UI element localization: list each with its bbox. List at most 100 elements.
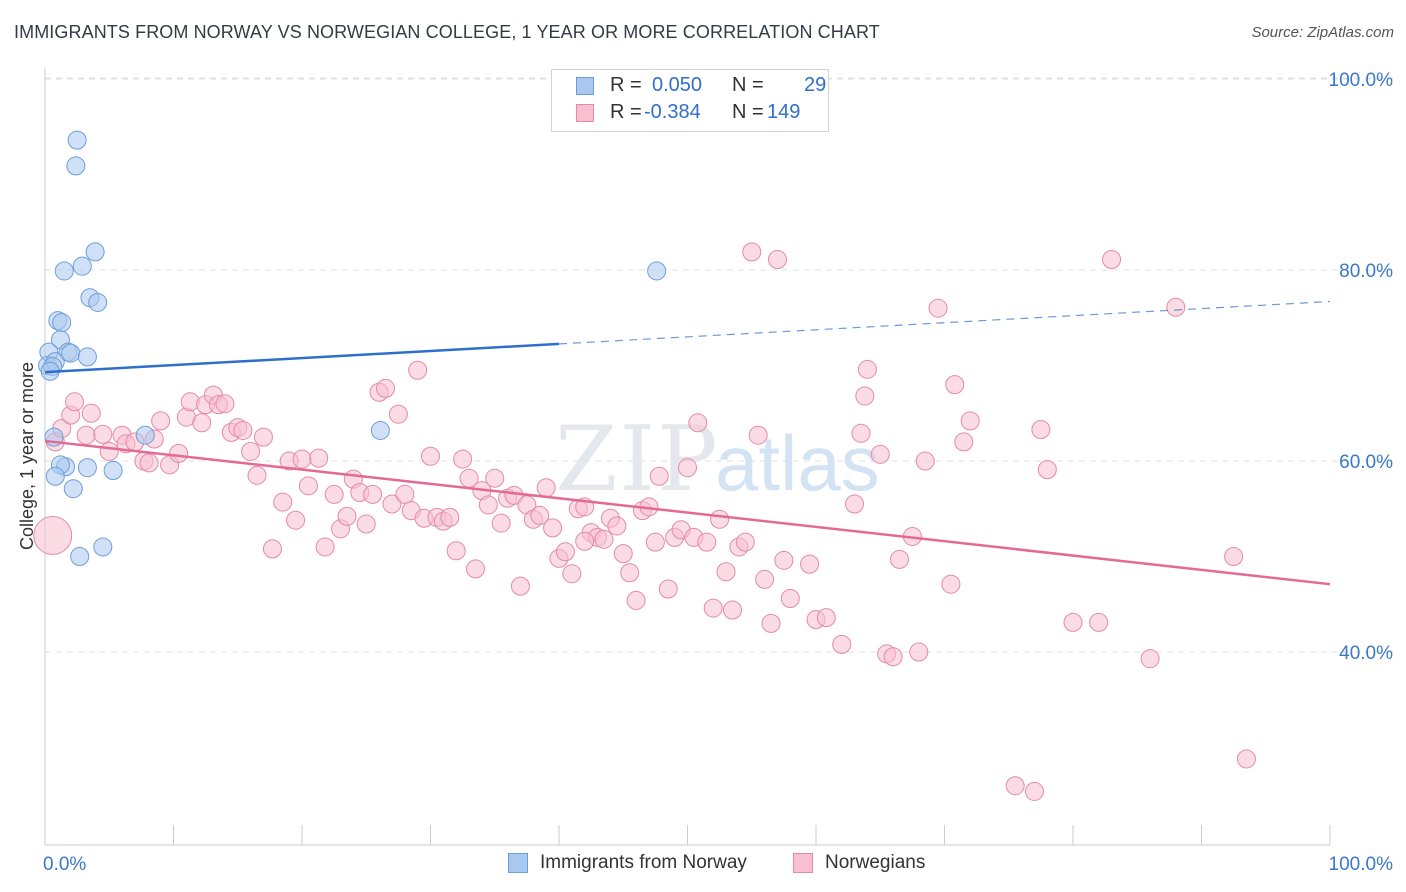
- point-norwegians: [645, 532, 665, 552]
- point-norwegians: [1005, 776, 1025, 796]
- point-norwegians: [65, 392, 85, 412]
- point-norway: [52, 313, 72, 333]
- point-norwegians: [620, 563, 640, 583]
- point-norwegians: [832, 634, 852, 654]
- bottom-legend-swatch-norway: [508, 853, 528, 873]
- point-norwegians: [241, 441, 261, 461]
- point-norwegians: [883, 647, 903, 667]
- point-norwegians: [510, 576, 530, 596]
- point-norway: [63, 479, 83, 499]
- point-norwegians: [870, 444, 890, 464]
- point-norwegians: [99, 441, 119, 461]
- point-norwegians: [1224, 547, 1244, 566]
- point-norwegians: [530, 505, 550, 525]
- point-norwegians: [613, 544, 633, 564]
- point-norwegians: [169, 443, 189, 463]
- point-norwegians: [1102, 249, 1122, 269]
- point-norwegians: [1236, 749, 1256, 769]
- point-norwegians: [33, 515, 73, 555]
- point-norwegians: [761, 613, 781, 633]
- point-norwegians: [1024, 781, 1044, 801]
- point-norway: [103, 461, 123, 481]
- point-norwegians: [465, 559, 485, 579]
- axis-labels: 40.0% 60.0% 80.0% 100.0% 0.0% 100.0% College, …: [17, 70, 1393, 875]
- point-norway: [135, 425, 155, 445]
- point-norwegians: [180, 392, 200, 412]
- legend-r-label: R =: [610, 101, 642, 123]
- point-norway: [647, 261, 667, 281]
- point-norwegians: [324, 484, 344, 504]
- point-norwegians: [845, 494, 865, 514]
- point-norwegians: [816, 608, 836, 628]
- legend-r-label: R =: [610, 74, 642, 96]
- point-norwegians: [298, 476, 318, 496]
- point-norwegians: [76, 425, 96, 445]
- legend-n-value-norway: 29: [804, 74, 827, 96]
- point-norwegians: [1089, 612, 1109, 632]
- point-norway: [45, 466, 65, 486]
- legend-n-label: N =: [732, 74, 764, 96]
- point-norwegians: [855, 386, 875, 406]
- point-norwegians: [446, 541, 466, 561]
- point-norwegians: [337, 506, 357, 526]
- point-norwegians: [440, 507, 460, 527]
- correlation-legend: R = 0.050 N = 29 R = -0.384 N = 149: [551, 69, 829, 132]
- chart-title: IMMIGRANTS FROM NORWAY VS NORWEGIAN COLL…: [14, 22, 880, 42]
- point-norwegians: [543, 518, 563, 538]
- point-norwegians: [309, 448, 329, 468]
- legend-r-value-norwegians: -0.384: [644, 101, 701, 123]
- data-points: [33, 130, 1256, 801]
- point-norwegians: [395, 484, 415, 504]
- point-norwegians: [491, 513, 511, 533]
- point-norwegians: [1140, 649, 1160, 669]
- point-norway: [70, 547, 90, 566]
- point-norwegians: [286, 510, 306, 530]
- trend-line-norway-extension: [558, 300, 1331, 345]
- point-norwegians: [363, 484, 383, 504]
- legend-r-value-norway: 0.050: [652, 74, 703, 96]
- point-norwegians: [262, 539, 282, 559]
- point-norwegians: [890, 549, 910, 569]
- point-norwegians: [688, 413, 708, 433]
- point-norwegians: [857, 359, 877, 379]
- point-norwegians: [1037, 460, 1057, 480]
- axes: [44, 68, 1331, 846]
- x-tick-label: 100.0%: [1329, 854, 1394, 875]
- point-norwegians: [716, 562, 736, 582]
- point-norwegians: [722, 600, 742, 620]
- point-norwegians: [93, 424, 113, 444]
- watermark: ZIP atlas: [555, 407, 880, 512]
- point-norwegians: [915, 451, 935, 471]
- point-norwegians: [658, 579, 678, 599]
- point-norwegians: [945, 375, 965, 395]
- y-tick-label: 100.0%: [1329, 70, 1394, 91]
- point-norwegians: [292, 449, 312, 469]
- legend-row-norwegians: R = -0.384 N = 149: [552, 101, 828, 127]
- point-norwegians: [376, 378, 396, 398]
- point-norwegians: [767, 249, 787, 269]
- point-norway: [72, 256, 92, 276]
- point-norwegians: [233, 420, 253, 440]
- bottom-legend-swatch-norwegians: [793, 853, 813, 873]
- point-norwegians: [247, 465, 267, 485]
- source-label: Source: ZipAtlas.com: [1251, 24, 1394, 41]
- y-tick-label: 40.0%: [1339, 643, 1393, 664]
- point-norwegians: [555, 542, 575, 562]
- point-norwegians: [382, 494, 402, 514]
- point-norwegians: [356, 514, 376, 534]
- point-norwegians: [780, 589, 800, 609]
- point-norwegians: [710, 509, 730, 529]
- legend-n-value-norwegians: 149: [767, 101, 801, 123]
- legend-swatch-norwegians: [576, 104, 594, 122]
- point-norwegians: [536, 478, 556, 498]
- point-norwegians: [139, 453, 159, 473]
- point-norway: [54, 261, 74, 281]
- legend-n-label: N =: [732, 101, 764, 123]
- point-norwegians: [703, 598, 723, 618]
- point-norwegians: [151, 411, 171, 431]
- point-norwegians: [960, 411, 980, 431]
- point-norway: [77, 347, 97, 367]
- legend-row-norway: R = 0.050 N = 29: [552, 74, 828, 100]
- point-norwegians: [485, 468, 505, 488]
